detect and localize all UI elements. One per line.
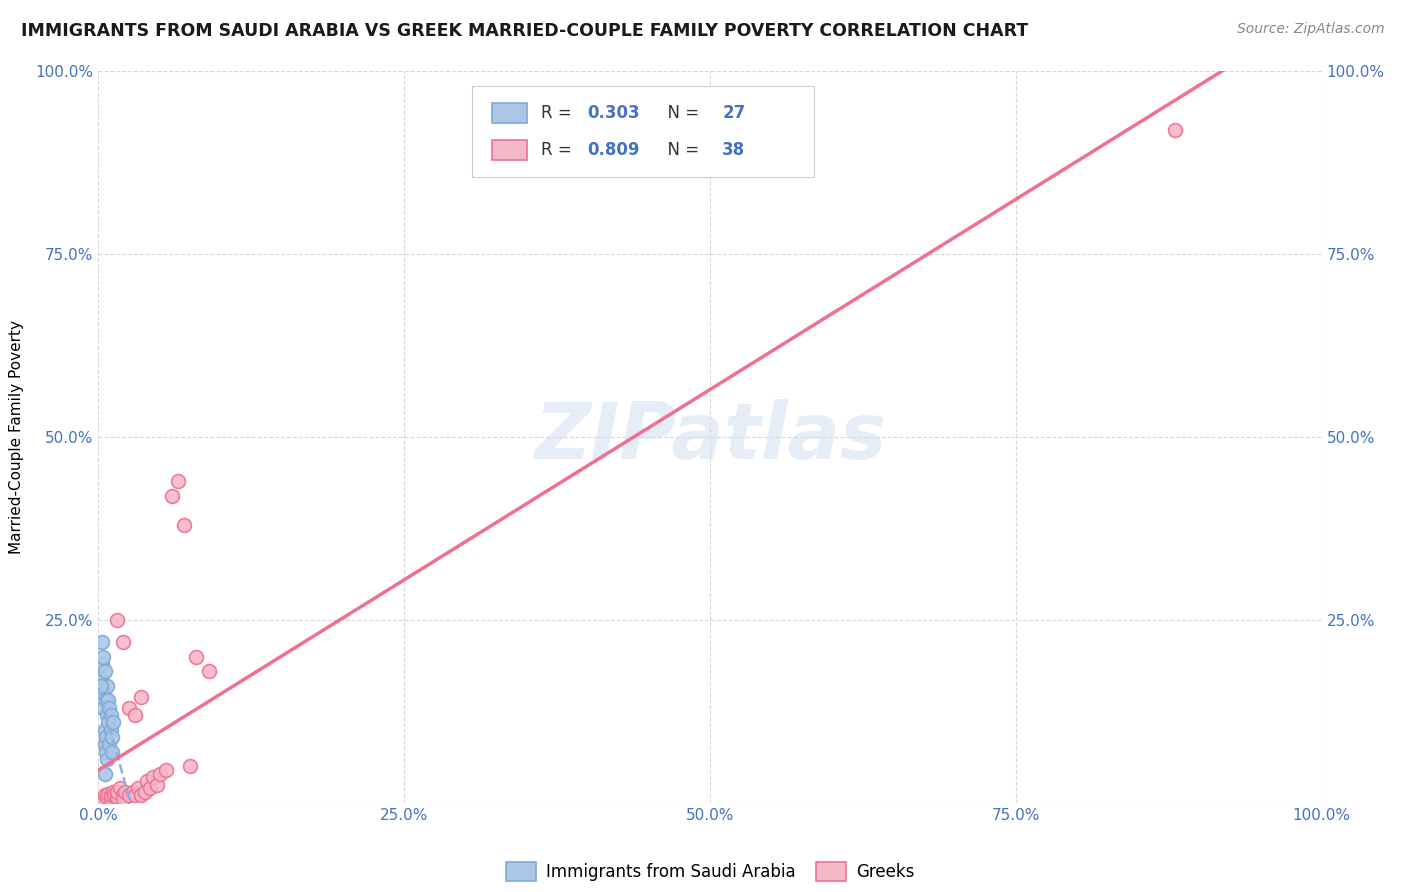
Point <box>101 730 124 744</box>
Text: ZIPatlas: ZIPatlas <box>534 399 886 475</box>
Point <box>91 649 114 664</box>
Point <box>149 766 172 780</box>
Point <box>142 770 165 784</box>
Point <box>91 792 114 806</box>
FancyBboxPatch shape <box>492 140 527 161</box>
Text: 0.303: 0.303 <box>588 104 640 122</box>
Point <box>94 745 117 759</box>
Point <box>118 789 141 803</box>
Point <box>186 649 208 664</box>
Point <box>98 700 121 714</box>
Point <box>98 737 121 751</box>
Point <box>96 752 118 766</box>
Point <box>146 778 169 792</box>
Text: 27: 27 <box>723 104 745 122</box>
Point <box>91 700 114 714</box>
Point <box>101 745 124 759</box>
Point <box>124 789 146 803</box>
FancyBboxPatch shape <box>492 103 527 123</box>
Text: Source: ZipAtlas.com: Source: ZipAtlas.com <box>1237 22 1385 37</box>
Point <box>139 781 162 796</box>
Point <box>97 693 120 707</box>
Point <box>96 708 118 723</box>
Point <box>110 781 132 796</box>
Point <box>105 789 128 804</box>
Point <box>129 789 152 803</box>
Point <box>129 690 152 704</box>
Point <box>114 785 136 799</box>
Point <box>93 723 115 737</box>
Point <box>134 785 156 799</box>
Point <box>94 730 117 744</box>
Point <box>173 517 195 532</box>
Point <box>93 737 115 751</box>
Point <box>111 789 134 803</box>
Point <box>97 787 120 801</box>
Point <box>197 664 219 678</box>
Point <box>93 789 115 803</box>
Text: 38: 38 <box>723 141 745 159</box>
Text: N =: N = <box>658 104 704 122</box>
Point <box>97 715 120 730</box>
Point <box>101 715 124 730</box>
Text: 0.809: 0.809 <box>588 141 640 159</box>
Point <box>179 759 201 773</box>
Point <box>111 635 134 649</box>
Point <box>93 766 115 780</box>
Point <box>105 613 128 627</box>
Point <box>96 789 118 804</box>
Point <box>121 785 143 799</box>
Y-axis label: Married-Couple Family Poverty: Married-Couple Family Poverty <box>10 320 24 554</box>
Point <box>160 489 183 503</box>
Point <box>118 700 141 714</box>
Text: N =: N = <box>658 141 704 159</box>
Text: IMMIGRANTS FROM SAUDI ARABIA VS GREEK MARRIED-COUPLE FAMILY POVERTY CORRELATION : IMMIGRANTS FROM SAUDI ARABIA VS GREEK MA… <box>21 22 1028 40</box>
Point <box>100 789 122 803</box>
Point <box>124 708 146 723</box>
Point <box>100 723 122 737</box>
Point <box>155 763 177 777</box>
Text: R =: R = <box>541 141 578 159</box>
Point <box>90 679 112 693</box>
Point <box>91 635 114 649</box>
FancyBboxPatch shape <box>471 86 814 178</box>
Point <box>91 686 114 700</box>
Point <box>136 773 159 788</box>
Point <box>100 792 122 806</box>
Point <box>94 693 117 707</box>
Point <box>105 785 128 799</box>
Point <box>100 708 122 723</box>
Text: R =: R = <box>541 104 578 122</box>
Point <box>91 657 114 671</box>
Point <box>91 792 114 806</box>
Point <box>127 781 149 796</box>
Point <box>1164 123 1187 137</box>
Point <box>96 679 118 693</box>
Point <box>93 664 115 678</box>
Point <box>103 789 125 803</box>
Point <box>167 474 190 488</box>
Legend: Immigrants from Saudi Arabia, Greeks: Immigrants from Saudi Arabia, Greeks <box>499 855 921 888</box>
Point <box>90 672 112 686</box>
Point <box>101 785 124 799</box>
Point <box>111 792 134 806</box>
